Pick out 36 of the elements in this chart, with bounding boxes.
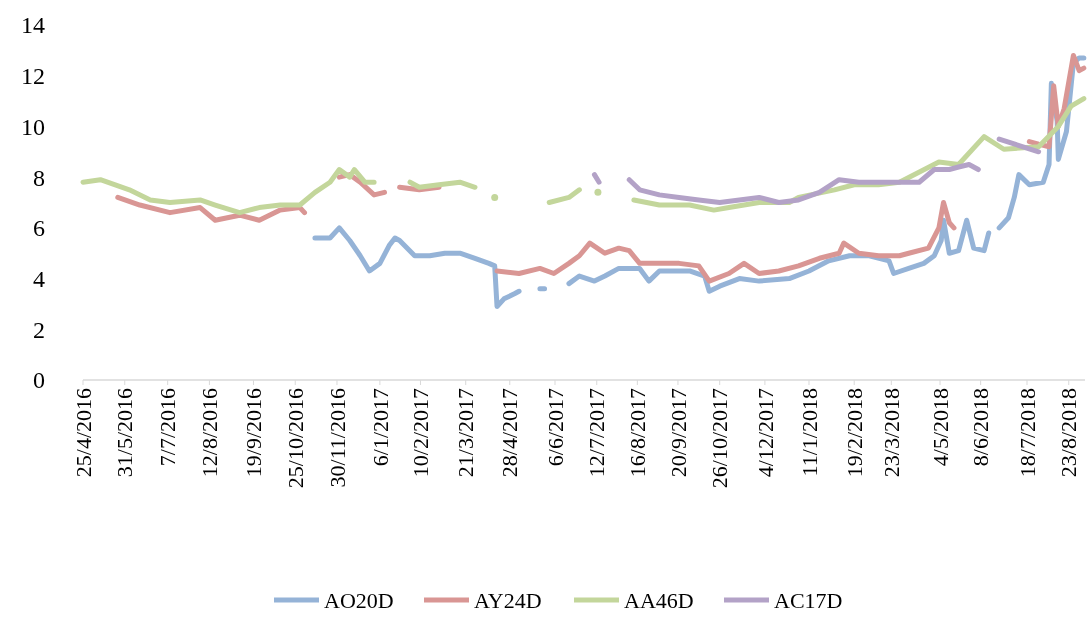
x-tick-label: 8/6/2018 [968,388,994,467]
y-tick-label: 10 [21,113,45,140]
x-tick-label: 30/11/2016 [324,388,350,488]
x-tick-label: 19/2/2018 [841,388,867,478]
x-tick-label: 4/5/2018 [927,388,953,467]
x-tick-label: 31/5/2016 [112,388,138,478]
x-tick-label: 19/9/2016 [241,388,267,478]
y-tick-label: 8 [33,164,45,191]
x-tick-label: 20/9/2017 [665,388,691,478]
y-tick-label: 2 [33,316,45,343]
x-tick-label: 18/7/2018 [1014,388,1040,478]
x-tick-label: 25/4/2016 [70,388,96,478]
x-tick-label: 10/2/2017 [408,388,434,478]
y-tick-label: 4 [33,265,45,292]
x-tick-label: 23/3/2018 [879,388,905,478]
x-tick-label: 12/8/2016 [197,388,223,478]
y-tick-label: 14 [21,12,45,39]
x-tick-label: 16/8/2017 [625,388,651,478]
x-tick-label: 26/10/2017 [707,388,733,489]
legend-label: AC17D [774,587,843,613]
x-tick-label: 21/3/2017 [453,388,479,478]
legend-label: AA46D [624,587,694,613]
x-tick-label: 12/7/2017 [584,388,610,478]
x-tick-label: 6/6/2017 [542,388,568,467]
y-tick-label: 6 [33,215,45,242]
x-tick-label: 28/4/2017 [497,388,523,478]
legend-label: AY24D [474,587,542,613]
legend-label: AO20D [324,587,394,613]
x-tick-label: 23/8/2018 [1056,388,1082,478]
x-tick-label: 7/7/2016 [155,388,181,467]
x-tick-label: 11/1/2018 [796,388,822,477]
y-tick-label: 12 [21,63,45,90]
x-tick-label: 6/1/2017 [367,388,393,467]
x-tick-label: 4/12/2017 [752,388,778,478]
x-tick-label: 25/10/2016 [282,388,308,489]
y-tick-label: 0 [33,367,45,394]
